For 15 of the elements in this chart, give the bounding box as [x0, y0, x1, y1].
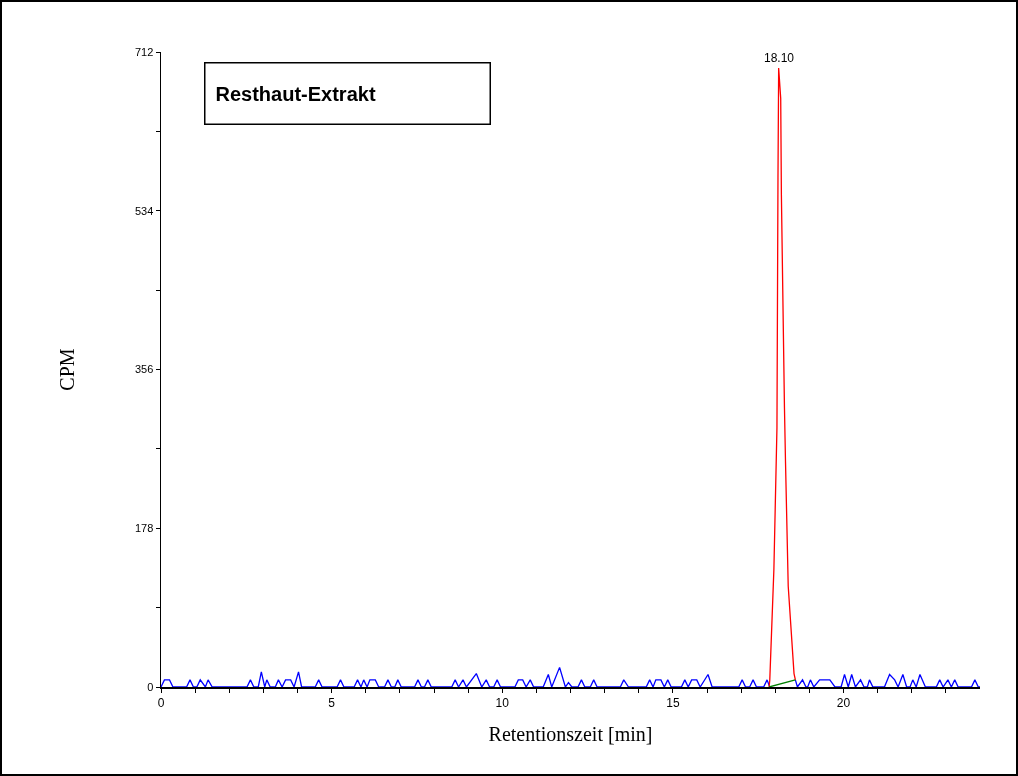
- x-tick-label: 5: [328, 695, 336, 710]
- y-tick-label: 534: [134, 204, 154, 217]
- y-tick-label: 178: [134, 522, 154, 535]
- line-series: [768, 67, 797, 687]
- x-axis-title: Retentionszeit [min]: [488, 723, 653, 746]
- x-tick-label: 20: [836, 695, 851, 710]
- x-tick-label: 15: [666, 695, 680, 710]
- y-axis-title: CPM: [55, 348, 78, 391]
- y-tick-label: 356: [134, 363, 154, 376]
- y-tick-label: 0: [147, 680, 154, 693]
- text: Resthaut-Extrakt: [215, 82, 376, 105]
- x-tick-label: 0: [157, 695, 165, 710]
- annotation: 18.10: [764, 51, 795, 65]
- x-tick-label: 10: [495, 695, 510, 710]
- y-tick-label: 712: [134, 45, 154, 58]
